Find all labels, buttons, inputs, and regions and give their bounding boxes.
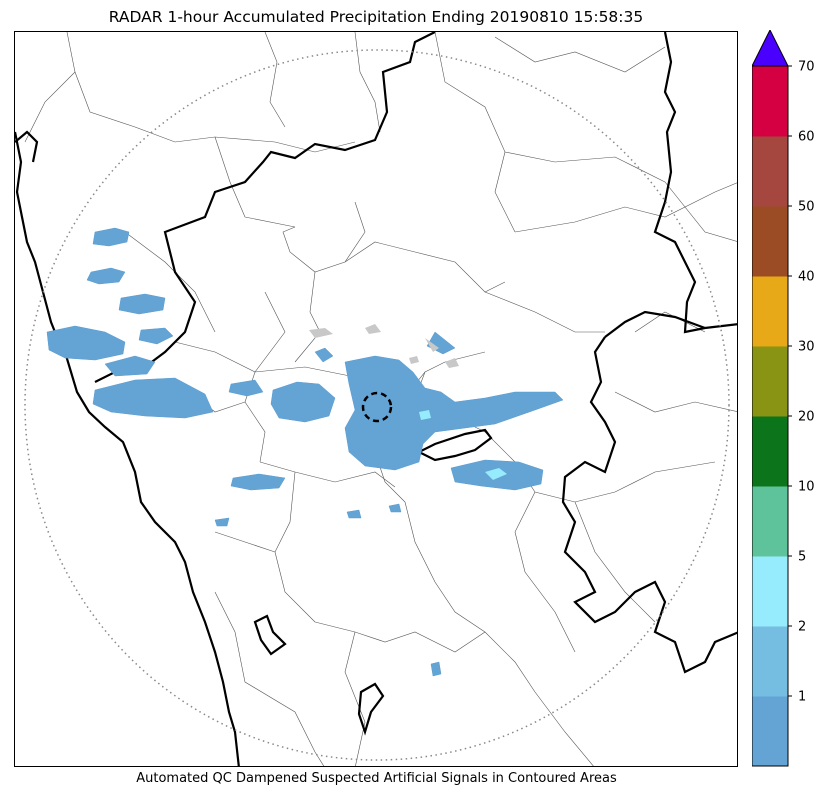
colorbar-tick-label: 50 xyxy=(798,200,815,215)
colorbar: 1 2 5 10 20 30 40 50 60 70 xyxy=(752,30,815,767)
colorbar-bin xyxy=(752,276,788,347)
colorbar-ticks: 1 2 5 10 20 30 40 50 60 70 xyxy=(788,60,815,705)
colorbar-tick-label: 10 xyxy=(798,480,815,495)
map-panel[interactable] xyxy=(14,31,738,767)
colorbar-tick-label: 5 xyxy=(798,550,806,565)
colorbar-tick-label: 70 xyxy=(798,60,815,75)
colorbar-tick-label: 20 xyxy=(798,410,815,425)
colorbar-bin xyxy=(752,346,788,417)
colorbar-bin xyxy=(752,486,788,557)
state-boundaries xyxy=(15,32,737,766)
map-canvas[interactable] xyxy=(15,32,738,767)
colorbar-bins xyxy=(752,66,788,767)
precipitation-echoes-heavier xyxy=(419,410,507,480)
map-title: RADAR 1-hour Accumulated Precipitation E… xyxy=(108,8,644,26)
colorbar-tick-label: 2 xyxy=(798,620,806,635)
precipitation-echoes xyxy=(46,227,564,677)
colorbar-bin xyxy=(752,416,788,487)
colorbar-bin xyxy=(752,136,788,207)
qc-suppressed-echoes xyxy=(309,324,459,368)
radar-site-marker xyxy=(361,391,393,423)
colorbar-bin xyxy=(752,556,788,627)
range-ring xyxy=(24,49,730,761)
colorbar-tick-label: 40 xyxy=(798,270,815,285)
qc-caption: Automated QC Dampened Suspected Artifici… xyxy=(136,771,617,786)
colorbar-bin xyxy=(752,66,788,137)
colorbar-bin xyxy=(752,696,788,767)
colorbar-tick-label: 30 xyxy=(798,340,815,355)
colorbar-tick-label: 60 xyxy=(798,130,815,145)
colorbar-bin xyxy=(752,206,788,277)
colorbar-bin xyxy=(752,626,788,697)
colorbar-extend-arrow xyxy=(752,30,789,67)
colorbar-tick-label: 1 xyxy=(798,690,806,705)
